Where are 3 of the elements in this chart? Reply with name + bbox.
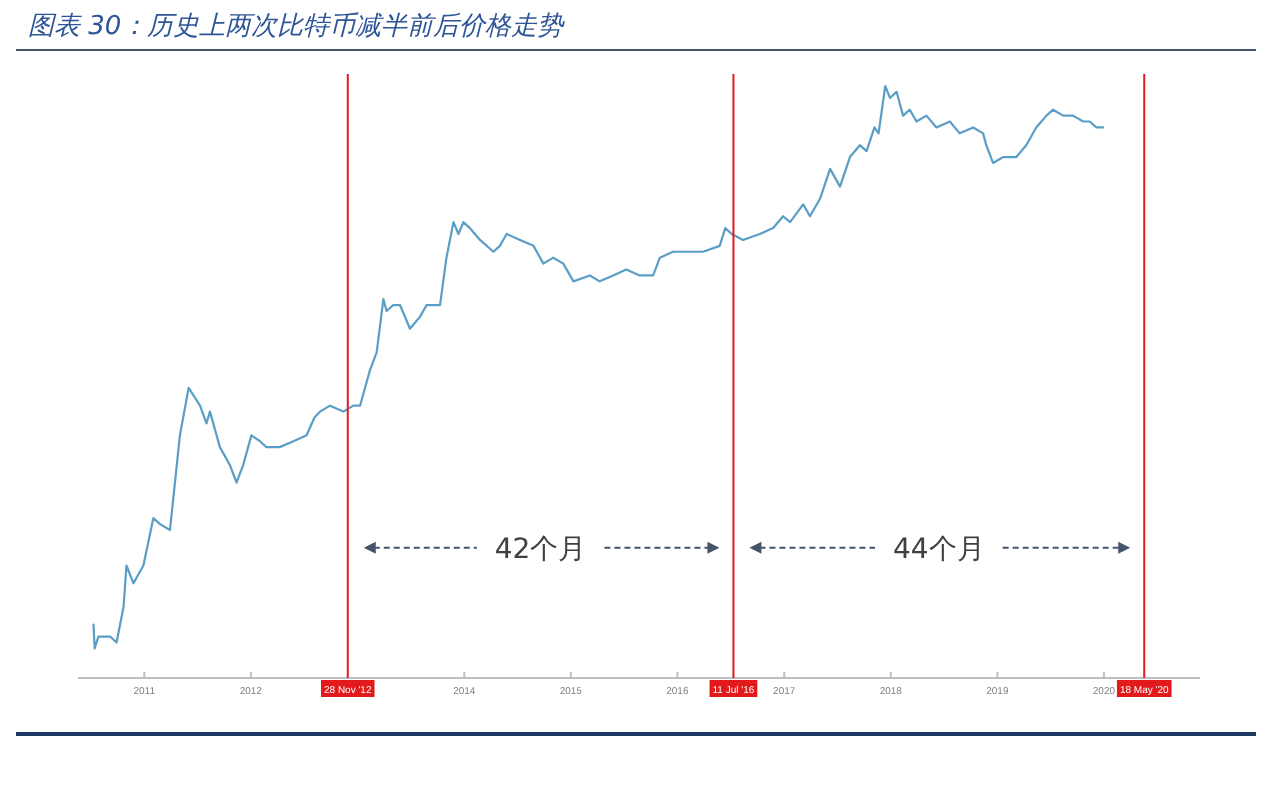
title: 图表 30：历史上两次比特币减半前后价格走势 — [28, 12, 564, 42]
annotation: 44个月 — [893, 533, 985, 566]
annotation: 42个月 — [494, 533, 587, 566]
